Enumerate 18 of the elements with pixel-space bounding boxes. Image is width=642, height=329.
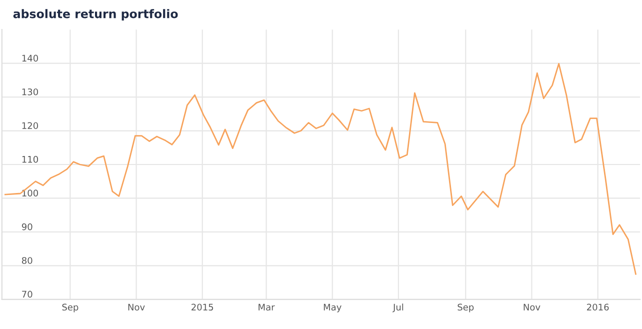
y-tick-label: 120 [22, 122, 38, 130]
y-tick-label: 80 [22, 257, 32, 264]
x-tick-label: Sep [62, 304, 78, 312]
y-tick-label: 140 [22, 54, 38, 62]
x-tick-label: Nov [524, 304, 540, 311]
y-tick-label: 110 [22, 156, 38, 163]
x-tick-label: Mar [258, 304, 275, 311]
x-tick-label: 2016 [586, 304, 609, 311]
x-tick-label: 2015 [192, 304, 214, 311]
x-tick-label: Nov [128, 304, 145, 311]
x-tick-label: May [324, 304, 342, 312]
y-tick-label: 70 [22, 290, 32, 298]
chart-title: absolute return portfolio [13, 9, 178, 21]
y-tick-label: 90 [22, 223, 32, 230]
x-tick-label: Jul [392, 304, 404, 312]
y-tick-label: 130 [22, 88, 38, 96]
y-tick-label: 100 [22, 190, 38, 196]
x-tick-label: Sep [458, 304, 474, 312]
